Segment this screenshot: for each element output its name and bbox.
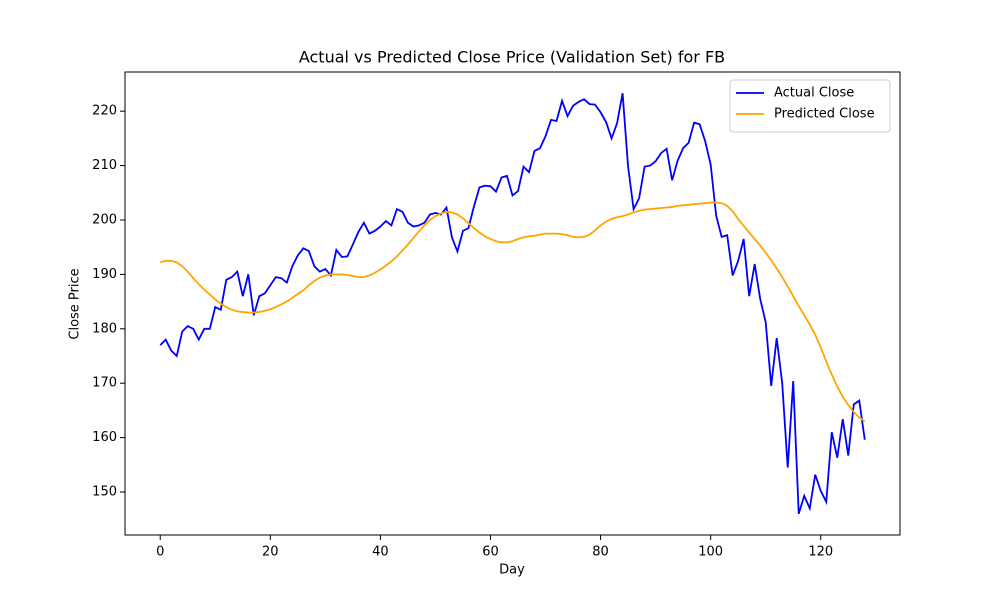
legend-label: Actual Close <box>774 86 854 101</box>
series-line <box>159 201 866 423</box>
x-tick-label: 80 <box>592 545 609 560</box>
x-tick-label: 40 <box>372 545 389 560</box>
y-tick-label: 220 <box>92 104 117 119</box>
y-tick-label: 180 <box>92 321 117 336</box>
y-tick-label: 150 <box>92 485 117 500</box>
legend-label: Predicted Close <box>774 107 875 122</box>
x-tick-label: 0 <box>156 545 164 560</box>
x-tick-label: 20 <box>262 545 279 560</box>
y-tick-label: 170 <box>92 376 117 391</box>
chart-title: Actual vs Predicted Close Price (Validat… <box>299 48 725 67</box>
x-axis-label: Day <box>499 563 525 578</box>
x-tick-label: 120 <box>808 545 833 560</box>
legend-box <box>729 79 891 133</box>
x-tick-label: 100 <box>698 545 723 560</box>
y-tick-label: 160 <box>92 430 117 445</box>
series-line <box>159 93 866 515</box>
y-tick-label: 210 <box>92 158 117 173</box>
x-tick-label: 60 <box>482 545 499 560</box>
y-tick-label: 190 <box>92 267 117 282</box>
y-axis-label: Close Price <box>68 268 83 339</box>
y-tick-label: 200 <box>92 212 117 227</box>
plot-frame <box>124 71 901 536</box>
